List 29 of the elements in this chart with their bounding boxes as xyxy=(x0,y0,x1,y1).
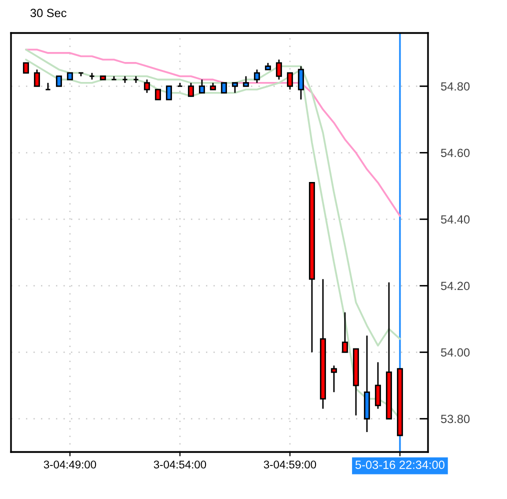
x-tick-label: 3-04:59:00 xyxy=(264,460,316,468)
candlestick xyxy=(56,76,62,87)
x-tick-label: 3-04:49:00 xyxy=(44,460,96,468)
candlestick xyxy=(298,66,304,100)
y-tick-label: 53.80 xyxy=(440,414,470,424)
candlestick xyxy=(144,78,150,94)
candlestick xyxy=(342,312,348,353)
line-series xyxy=(25,48,401,217)
candlestick xyxy=(242,76,249,87)
candlestick xyxy=(232,82,238,94)
candlestick xyxy=(330,364,337,393)
candlestick xyxy=(220,82,227,94)
candlestick xyxy=(254,68,260,84)
y-tick-label: 54.80 xyxy=(440,82,470,91)
candlestick xyxy=(22,62,29,74)
candlestick xyxy=(154,88,161,100)
y-tick-label: 54.00 xyxy=(440,348,470,357)
candlestick xyxy=(34,68,40,87)
y-tick-label: 54.40 xyxy=(440,215,470,224)
candlestick xyxy=(374,362,381,410)
y-tick-label: 54.20 xyxy=(440,282,470,290)
candlestick xyxy=(188,82,194,97)
candlestick xyxy=(276,58,282,80)
x-tick-label: 3-04:54:00 xyxy=(154,460,206,468)
chart-title: 30 Sec xyxy=(30,8,66,18)
candlestick xyxy=(198,78,205,94)
x-tick-label: 5-03-16 22:34:00 xyxy=(355,460,444,470)
y-tick-label: 54.60 xyxy=(440,148,470,158)
candlestick xyxy=(166,86,172,100)
